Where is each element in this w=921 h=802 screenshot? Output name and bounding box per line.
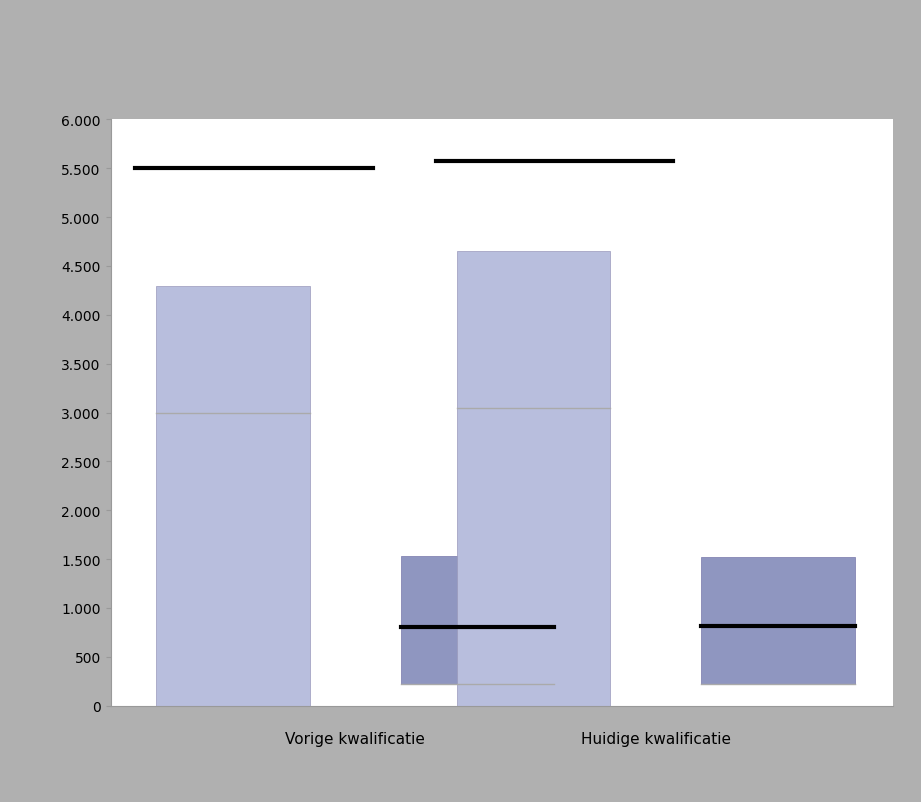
Bar <box>156 286 309 706</box>
Bar <box>457 252 611 706</box>
Bar <box>701 557 855 684</box>
Bar <box>401 557 554 684</box>
